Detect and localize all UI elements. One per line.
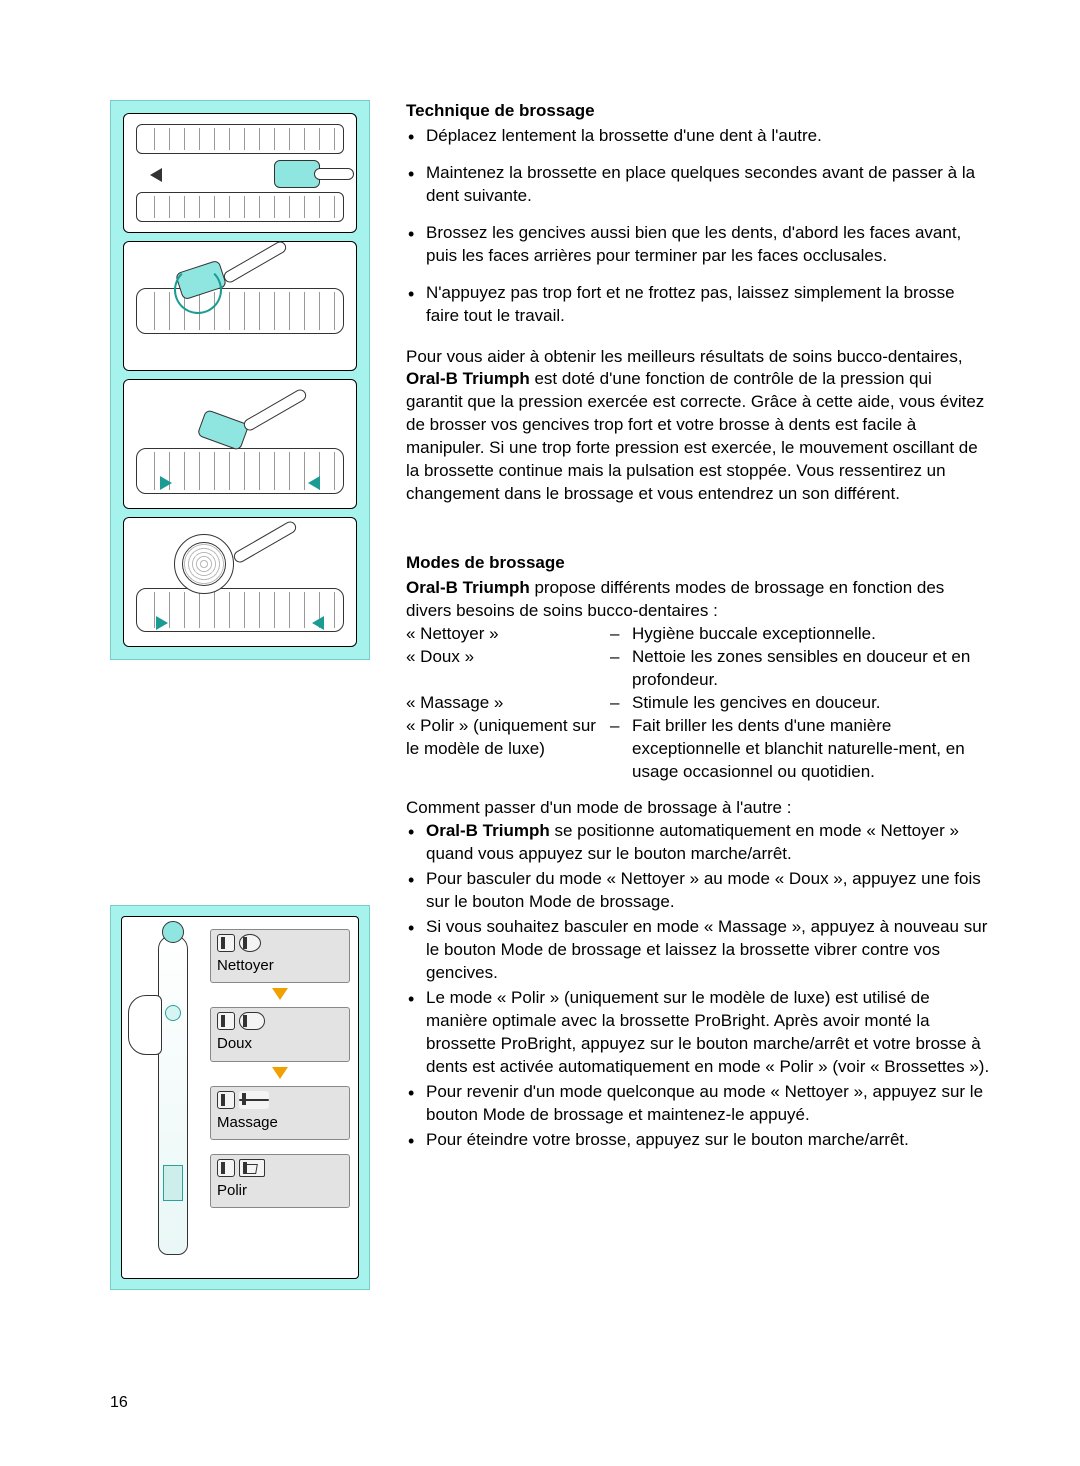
page-number: 16 bbox=[110, 1392, 128, 1414]
list-item: Pour basculer du mode « Nettoyer » au mo… bbox=[406, 868, 990, 914]
mode-box-doux: Doux bbox=[210, 1007, 350, 1061]
switch-bullets: Oral-B Triumph se positionne automatique… bbox=[406, 820, 990, 1151]
mode-label: Doux bbox=[217, 1034, 343, 1054]
left-column: Nettoyer Doux Massage Polir bbox=[110, 100, 370, 1300]
mode-desc: Stimule les gencives en douceur. bbox=[632, 692, 990, 715]
mode-name: « Nettoyer » bbox=[406, 623, 606, 646]
mode-box-nettoyer: Nettoyer bbox=[210, 929, 350, 983]
list-item: Oral-B Triumph se positionne automatique… bbox=[406, 820, 990, 866]
product-name: Oral-B Triumph bbox=[406, 369, 530, 388]
mode-icon bbox=[217, 934, 235, 952]
dash: – bbox=[610, 692, 628, 715]
switch-intro: Comment passer d'un mode de brossage à l… bbox=[406, 797, 990, 820]
section-title: Modes de brossage bbox=[406, 552, 990, 575]
section-title: Technique de brossage bbox=[406, 100, 990, 123]
dash: – bbox=[610, 623, 628, 646]
list-item: N'appuyez pas trop fort et ne frottez pa… bbox=[406, 282, 990, 328]
mode-label: Massage bbox=[217, 1113, 343, 1133]
text: Pour vous aider à obtenir les meilleurs … bbox=[406, 347, 963, 366]
mode-label: Nettoyer bbox=[217, 956, 343, 976]
list-item: Le mode « Polir » (uniquement sur le mod… bbox=[406, 987, 990, 1079]
page: Nettoyer Doux Massage Polir bbox=[110, 100, 990, 1300]
arrow-down-icon bbox=[272, 1067, 288, 1079]
dash: – bbox=[610, 715, 628, 784]
sparkle-icon bbox=[239, 934, 261, 952]
technique-bullets: Déplacez lentement la brossette d'une de… bbox=[406, 125, 990, 328]
panel-2 bbox=[123, 241, 357, 371]
mode-box-massage: Massage bbox=[210, 1086, 350, 1140]
mode-name: « Massage » bbox=[406, 692, 606, 715]
list-item: Déplacez lentement la brossette d'une de… bbox=[406, 125, 990, 148]
mode-name: « Doux » bbox=[406, 646, 606, 692]
mode-icon bbox=[217, 1091, 235, 1109]
modes-intro: Oral-B Triumph propose différents modes … bbox=[406, 577, 990, 623]
brushing-modes-figure: Nettoyer Doux Massage Polir bbox=[110, 905, 370, 1290]
panel-4 bbox=[123, 517, 357, 647]
mode-icon bbox=[217, 1012, 235, 1030]
mode-box-polir: Polir bbox=[210, 1154, 350, 1208]
list-item: Brossez les gencives aussi bien que les … bbox=[406, 222, 990, 268]
panel-1 bbox=[123, 113, 357, 233]
modes-table: « Nettoyer » – Hygiène buccale exception… bbox=[406, 623, 990, 784]
arrow-down-icon bbox=[272, 988, 288, 1000]
mode-label: Polir bbox=[217, 1181, 343, 1201]
mode-desc: Nettoie les zones sensibles en douceur e… bbox=[632, 646, 990, 692]
pressure-paragraph: Pour vous aider à obtenir les meilleurs … bbox=[406, 346, 990, 507]
list-item: Pour revenir d'un mode quelconque au mod… bbox=[406, 1081, 990, 1127]
mode-desc: Hygiène buccale exceptionnelle. bbox=[632, 623, 990, 646]
cloud-icon bbox=[239, 1012, 265, 1030]
diamond-icon bbox=[239, 1159, 265, 1177]
mode-name: « Polir » (uniquement sur le modèle de l… bbox=[406, 715, 606, 784]
list-item: Maintenez la brossette en place quelques… bbox=[406, 162, 990, 208]
list-item: Pour éteindre votre brosse, appuyez sur … bbox=[406, 1129, 990, 1152]
panel-3 bbox=[123, 379, 357, 509]
text: est doté d'une fonction de contrôle de l… bbox=[406, 369, 984, 503]
dash: – bbox=[610, 646, 628, 692]
toothbrush-illustration bbox=[130, 925, 202, 1270]
mode-desc: Fait briller les dents d'une manière exc… bbox=[632, 715, 990, 784]
list-item: Si vous souhaitez basculer en mode « Mas… bbox=[406, 916, 990, 985]
product-name: Oral-B Triumph bbox=[426, 821, 550, 840]
brushing-technique-figure bbox=[110, 100, 370, 660]
product-name: Oral-B Triumph bbox=[406, 578, 530, 597]
wave-icon bbox=[239, 1091, 269, 1109]
mode-icon bbox=[217, 1159, 235, 1177]
right-column: Technique de brossage Déplacez lentement… bbox=[406, 100, 990, 1300]
